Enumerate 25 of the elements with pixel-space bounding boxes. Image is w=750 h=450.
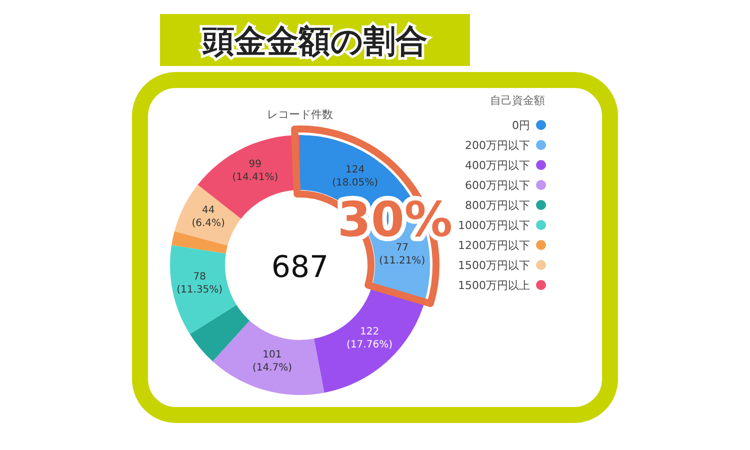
data-label: 99 (14.41%) (232, 158, 278, 183)
legend-label: 1500万円以上 (458, 279, 530, 292)
legend-label: 600万円以下 (465, 179, 530, 192)
chart-subtitle: レコード件数 (267, 108, 333, 121)
donut-slice (190, 304, 250, 362)
data-label: 78 (11.35%) (176, 272, 223, 296)
data-label: 122 (17.76%) (346, 326, 393, 350)
legend-title: 自己資金額 (490, 94, 545, 107)
data-label: 77 (11.21%) (379, 242, 426, 266)
data-label: 44 (6.4%) (192, 205, 226, 230)
legend-label: 1500万円以下 (458, 259, 530, 272)
donut-slice (172, 231, 228, 254)
chart-title: 頭金金額の割合 (202, 22, 428, 60)
legend-label: 0円 (512, 119, 530, 132)
legend-label: 400万円以下 (465, 159, 530, 172)
legend-label: 1200万円以下 (458, 239, 530, 252)
legend-label: 800万円以下 (465, 199, 530, 212)
data-label: 101 (14.7%) (252, 350, 292, 374)
legend-label: 200万円以下 (465, 139, 530, 152)
text: 687 (271, 250, 329, 285)
donut-slice (174, 184, 241, 246)
donut-slice (170, 245, 236, 334)
data-label: 124 (18.05%) (332, 164, 378, 189)
legend-label: 1000万円以下 (458, 219, 530, 232)
donut-slice (212, 320, 324, 395)
